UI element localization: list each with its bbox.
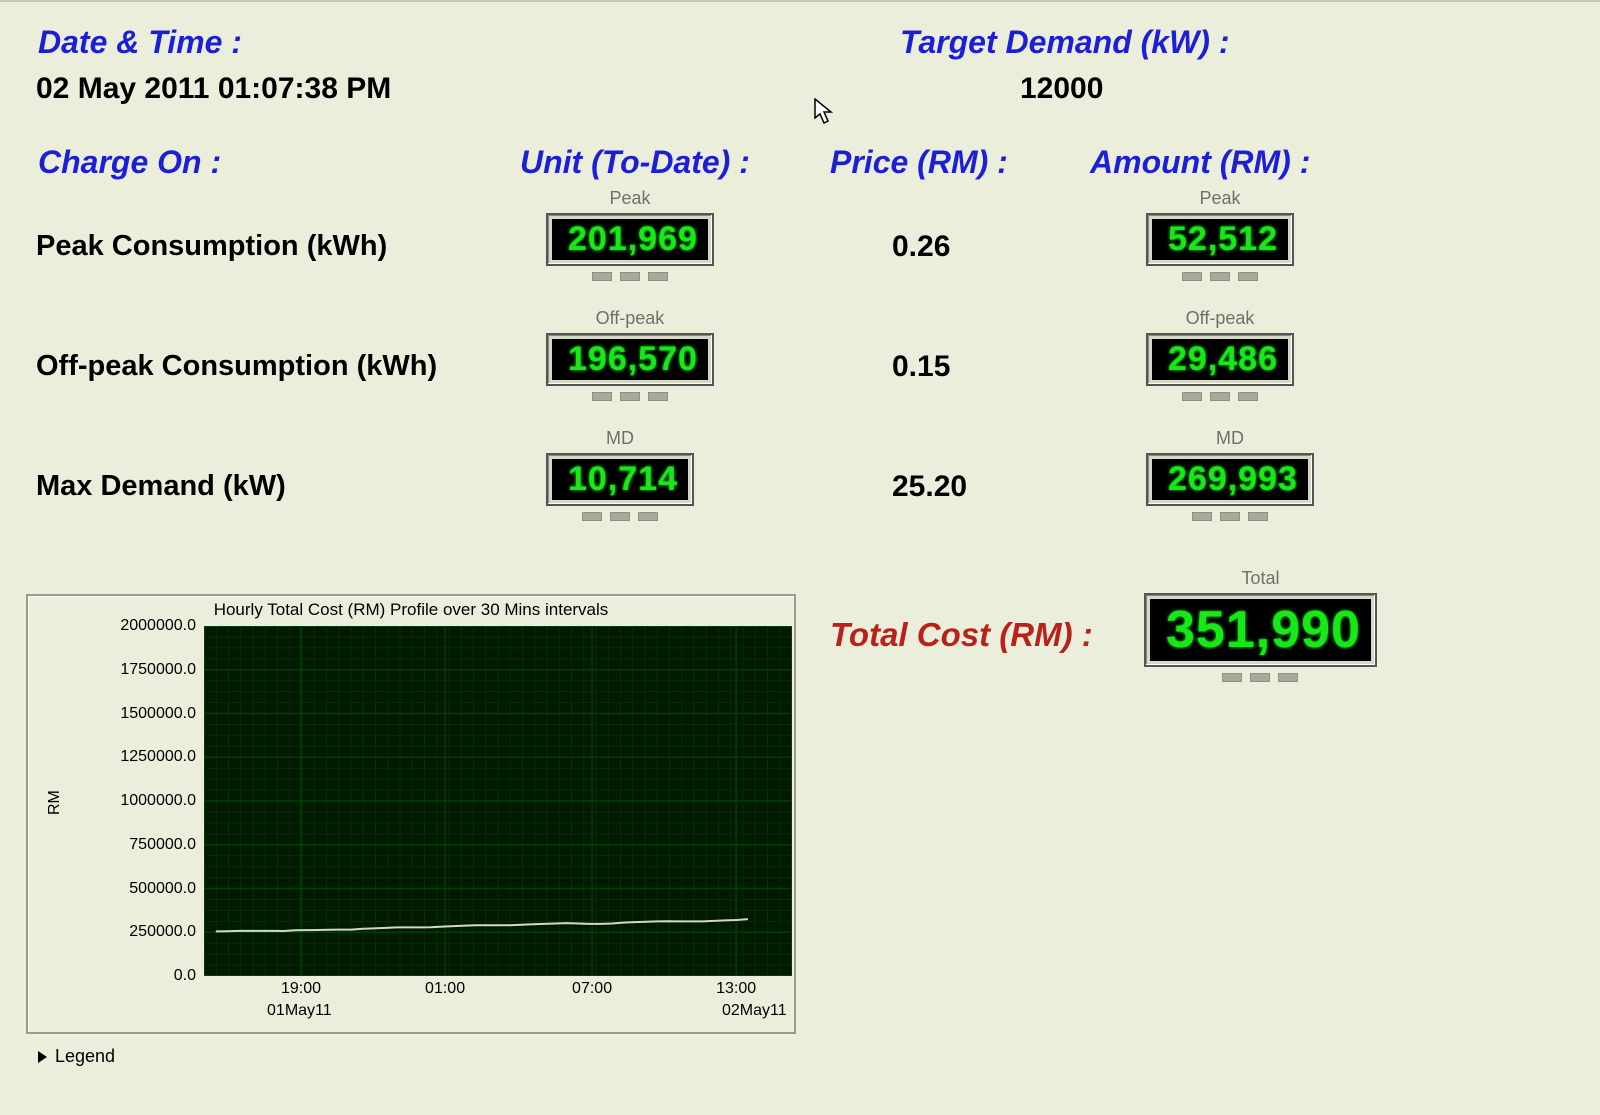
lcd-caption: Peak: [609, 188, 650, 209]
lcd-value: 269,993: [1152, 459, 1308, 500]
col-unit: Unit (To-Date) :: [520, 144, 750, 181]
target-demand-label: Target Demand (kW) :: [900, 24, 1230, 61]
chart-plot-area: [204, 626, 792, 976]
lcd-md-amount: MD 269,993: [1146, 428, 1314, 521]
chart-x-ticks: 19:00 01:00 07:00 13:00: [204, 980, 792, 1004]
chart-y-ticks: 0.0250000.0500000.0750000.01000000.01250…: [28, 626, 196, 976]
y-tick: 1000000.0: [120, 792, 196, 810]
lcd-caption: Off-peak: [1186, 308, 1255, 329]
x-tick: 07:00: [572, 980, 612, 998]
lcd-value: 196,570: [552, 339, 708, 380]
x-tick: 13:00: [716, 980, 756, 998]
y-tick: 1500000.0: [120, 705, 196, 723]
y-tick: 2000000.0: [120, 617, 196, 635]
row-peak-price: 0.26: [892, 230, 950, 264]
col-amount: Amount (RM) :: [1090, 144, 1310, 181]
y-tick: 0.0: [174, 967, 196, 985]
lcd-total: Total 351,990: [1144, 568, 1377, 682]
y-tick: 250000.0: [129, 923, 196, 941]
datetime-value: 02 May 2011 01:07:38 PM: [36, 72, 391, 106]
total-cost-label: Total Cost (RM) :: [830, 616, 1093, 654]
cursor-icon: [813, 98, 835, 126]
lcd-offpeak-amount: Off-peak 29,486: [1146, 308, 1294, 401]
lcd-value: 29,486: [1152, 339, 1288, 380]
legend-label: Legend: [55, 1046, 115, 1067]
row-offpeak-label: Off-peak Consumption (kWh): [36, 350, 437, 383]
y-tick: 750000.0: [129, 836, 196, 854]
lcd-peak-unit: Peak 201,969: [546, 188, 714, 281]
y-tick: 1250000.0: [120, 748, 196, 766]
lcd-peak-amount: Peak 52,512: [1146, 188, 1294, 281]
row-md-label: Max Demand (kW): [36, 470, 286, 503]
lcd-value: 201,969: [552, 219, 708, 260]
x-tick: 19:00: [281, 980, 321, 998]
datetime-label: Date & Time :: [38, 24, 242, 61]
y-tick: 1750000.0: [120, 661, 196, 679]
lcd-caption: Total: [1241, 568, 1279, 589]
lcd-value: 10,714: [552, 459, 688, 500]
legend-toggle[interactable]: Legend: [38, 1046, 115, 1067]
target-demand-value: 12000: [1020, 72, 1103, 106]
col-charge-on: Charge On :: [38, 144, 221, 181]
row-peak-label: Peak Consumption (kWh): [36, 230, 387, 263]
row-offpeak-price: 0.15: [892, 350, 950, 384]
lcd-caption: MD: [606, 428, 634, 449]
lcd-caption: Off-peak: [596, 308, 665, 329]
chart-x-date-left: 01May11: [267, 1002, 332, 1020]
lcd-value: 351,990: [1150, 599, 1371, 661]
chart-x-date-right: 02May11: [722, 1002, 787, 1020]
col-price: Price (RM) :: [830, 144, 1008, 181]
row-md-price: 25.20: [892, 470, 967, 504]
lcd-caption: MD: [1216, 428, 1244, 449]
lcd-offpeak-unit: Off-peak 196,570: [546, 308, 714, 401]
lcd-value: 52,512: [1152, 219, 1288, 260]
y-tick: 500000.0: [129, 880, 196, 898]
lcd-caption: Peak: [1199, 188, 1240, 209]
cost-profile-chart: Hourly Total Cost (RM) Profile over 30 M…: [26, 594, 796, 1034]
chevron-right-icon: [38, 1051, 47, 1063]
lcd-md-unit: MD 10,714: [546, 428, 694, 521]
x-tick: 01:00: [425, 980, 465, 998]
